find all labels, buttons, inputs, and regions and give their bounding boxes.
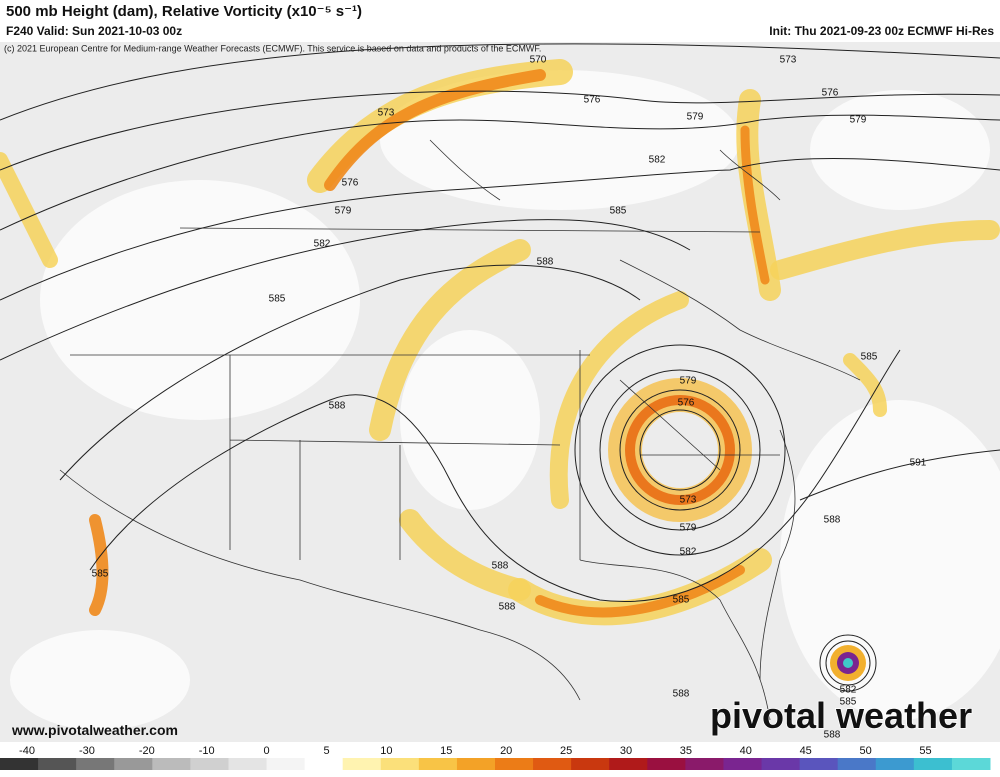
contour-label: 588 xyxy=(499,602,516,613)
contour-label: 588 xyxy=(329,401,346,412)
contour-label: 585 xyxy=(673,595,690,606)
colorbar-label: 10 xyxy=(380,745,392,757)
colorbar-swatch xyxy=(152,758,191,770)
credit: (c) 2021 European Centre for Medium-rang… xyxy=(4,43,541,53)
contour-label: 585 xyxy=(861,352,878,363)
colorbar-swatch xyxy=(951,758,991,770)
colorbar-swatch xyxy=(913,758,953,770)
colorbar-label: -10 xyxy=(199,745,215,757)
contour-label: 576 xyxy=(342,178,359,189)
vorticity-shading xyxy=(0,59,1000,681)
contour-label: 579 xyxy=(680,376,697,387)
light-patches xyxy=(10,70,1000,730)
colorbar: -40 -30 -20 -10 0 5 10 15 20 25 30 35 40 45 50 55 xyxy=(0,742,1000,772)
colorbar-swatch xyxy=(685,758,724,770)
colorbar-swatch xyxy=(875,758,915,770)
colorbar-swatch xyxy=(761,758,801,770)
map: (c) 2021 European Centre for Medium-rang… xyxy=(0,42,1000,742)
colorbar-swatch xyxy=(609,758,648,770)
contour-label: 585 xyxy=(269,294,286,305)
colorbar-swatch xyxy=(304,758,344,770)
contour-label: 579 xyxy=(687,112,704,123)
colorbar-swatch xyxy=(190,758,229,770)
contour-label: 576 xyxy=(678,398,695,409)
colorbar-label: 0 xyxy=(264,745,270,757)
colorbar-swatch xyxy=(380,758,420,770)
colorbar-label: 5 xyxy=(323,745,329,757)
colorbar-label: 25 xyxy=(560,745,572,757)
contour-label: 579 xyxy=(850,115,867,126)
valid-time: F240 Valid: Sun 2021-10-03 00z xyxy=(6,24,182,38)
colorbar-swatch xyxy=(723,758,763,770)
contour-label: 588 xyxy=(492,561,509,572)
contour-label: 585 xyxy=(92,569,109,580)
colorbar-swatch xyxy=(647,758,686,770)
colorbar-swatch xyxy=(114,758,153,770)
contour-label: 582 xyxy=(649,155,666,166)
colorbar-swatch xyxy=(456,758,496,770)
contour-label: 576 xyxy=(822,88,839,99)
title: 500 mb Height (dam), Relative Vorticity … xyxy=(6,3,362,20)
colorbar-label: 50 xyxy=(859,745,871,757)
contour-label: 591 xyxy=(910,458,927,469)
contour-label: 576 xyxy=(584,95,601,106)
contour-label: 573 xyxy=(378,108,395,119)
colorbar-swatch xyxy=(228,758,268,770)
contour-label: 585 xyxy=(610,206,627,217)
contour-label: 573 xyxy=(780,55,797,66)
height-contours xyxy=(0,43,1000,692)
contour-label: 582 xyxy=(680,547,697,558)
colorbar-swatch xyxy=(266,758,306,770)
colorbar-label: 15 xyxy=(440,745,452,757)
init-time: Init: Thu 2021-09-23 00z ECMWF Hi-Res xyxy=(769,24,994,38)
colorbar-label: -30 xyxy=(79,745,95,757)
colorbar-swatch xyxy=(837,758,877,770)
colorbar-swatch xyxy=(495,758,534,770)
colorbar-swatch xyxy=(799,758,839,770)
colorbar-label: -20 xyxy=(139,745,155,757)
contour-label: 588 xyxy=(824,515,841,526)
borders xyxy=(59,139,861,721)
contour-label: 582 xyxy=(314,239,331,250)
contour-label: 585 xyxy=(840,697,857,708)
colorbar-swatch xyxy=(533,758,572,770)
contour-label: 570 xyxy=(530,55,547,66)
colorbar-label: -40 xyxy=(19,745,35,757)
colorbar-label: 20 xyxy=(500,745,512,757)
contour-label: 573 xyxy=(680,495,697,506)
colorbar-swatch xyxy=(342,758,382,770)
colorbar-label: 45 xyxy=(800,745,812,757)
colorbar-swatch xyxy=(418,758,458,770)
contour-label: 579 xyxy=(680,523,697,534)
colorbar-swatch xyxy=(76,758,115,770)
colorbar-label: 40 xyxy=(740,745,752,757)
colorbar-label: 35 xyxy=(680,745,692,757)
contour-label: 579 xyxy=(335,206,352,217)
contour-label: 588 xyxy=(673,689,690,700)
website: www.pivotalweather.com xyxy=(11,722,178,738)
contour-label: 588 xyxy=(824,730,841,741)
colorbar-swatch xyxy=(571,758,610,770)
watermark: pivotal weather xyxy=(710,695,972,736)
colorbar-label: 30 xyxy=(620,745,632,757)
colorbar-swatch xyxy=(38,758,77,770)
contour-label: 582 xyxy=(840,685,857,696)
contour-label: 588 xyxy=(537,257,554,268)
colorbar-swatch xyxy=(0,758,39,770)
colorbar-label: 55 xyxy=(919,745,931,757)
